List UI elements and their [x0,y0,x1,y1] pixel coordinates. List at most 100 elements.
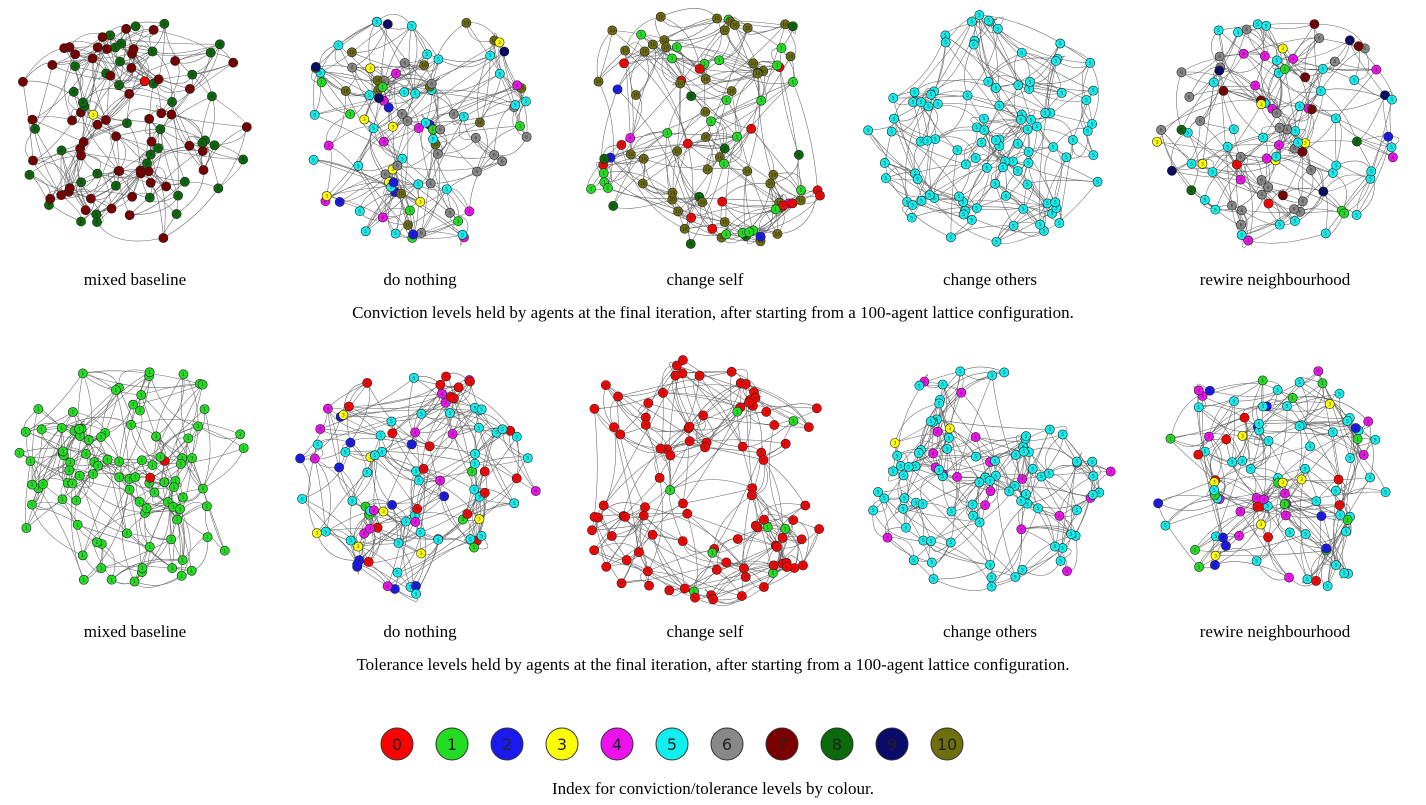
svg-text:1: 1 [748,230,751,236]
svg-text:6: 6 [401,111,404,117]
agent-node: 8 [608,201,619,211]
svg-text:5: 5 [1092,88,1095,94]
agent-node: 4 [1363,416,1374,427]
edge [682,487,753,504]
agent-node: 4 [1238,48,1249,59]
edge [22,81,35,161]
agent-node: 1 [177,555,188,566]
edge [1022,560,1061,576]
agent-node: 1 [1279,499,1290,510]
agent-node: 10 [461,17,472,28]
svg-text:5: 5 [1001,165,1004,171]
edge [719,156,789,204]
agent-node: 9 [1344,35,1355,46]
agent-node: 8 [92,217,102,227]
edge [171,114,247,128]
svg-text:5: 5 [1091,122,1094,128]
node-group: 8888887888778787787877887888888777778787… [18,18,252,243]
agent-node: 0 [362,378,373,388]
agent-node: 10 [748,58,759,69]
edge [148,118,186,182]
svg-text:5: 5 [1186,130,1189,136]
agent-node: 10 [719,217,730,227]
svg-text:0: 0 [686,141,689,147]
panel-mixed-baseline: 1111111111111110111111111111111111111111… [0,352,270,641]
edge [171,44,221,115]
edge [60,150,86,211]
agent-node: 1 [665,485,676,496]
edge [1047,43,1061,114]
agent-node: 5 [1087,456,1098,467]
svg-text:10: 10 [702,110,708,116]
svg-text:5: 5 [1086,129,1089,135]
agent-node: 8 [205,47,216,58]
edge [645,424,690,433]
agent-node: 1 [14,447,25,458]
agent-node: 3 [1277,477,1288,488]
agent-node: 8 [179,176,190,187]
svg-text:5: 5 [934,137,937,143]
agent-node: 5 [1071,505,1082,516]
edge [933,578,992,591]
edge [670,479,753,491]
agent-node: 6 [432,149,443,159]
edge [710,81,793,122]
agent-node: 5 [1055,556,1066,566]
agent-node: 0 [700,442,710,453]
agent-node: 5 [409,372,419,383]
agent-node: 0 [1334,500,1345,511]
agent-node: 8 [68,86,79,97]
edge [326,145,332,197]
edge [647,477,663,572]
svg-text:7: 7 [139,171,142,177]
svg-text:5: 5 [426,52,429,58]
agent-node: 8 [187,69,198,80]
svg-text:10: 10 [650,42,656,48]
agent-node: 4 [1016,524,1027,535]
svg-text:2: 2 [759,234,762,240]
svg-text:7: 7 [49,196,52,202]
agent-node: 7 [45,193,56,204]
agent-node: 0 [711,564,722,575]
svg-text:10: 10 [775,231,781,237]
agent-node: 0 [640,502,650,513]
agent-node: 5 [476,531,487,541]
agent-node: 0 [621,555,632,565]
agent-node: 5 [992,23,1003,34]
agent-node: 3 [890,438,900,448]
agent-node: 1 [83,435,94,445]
agent-node: 3 [1277,43,1288,54]
agent-node: 5 [1386,94,1397,105]
svg-text:10: 10 [744,169,750,175]
svg-text:7: 7 [79,146,82,152]
svg-text:7: 7 [79,110,82,116]
edge [603,440,690,506]
agent-node: 4 [512,80,523,91]
svg-text:10: 10 [375,78,381,84]
agent-node: 5 [979,113,989,124]
agent-node: 8 [114,80,124,91]
edge [314,114,403,159]
agent-node: 1 [25,456,36,466]
node-group: 0351443255255445355152235500535200045020… [295,371,541,599]
svg-text:5: 5 [410,24,413,30]
edge [159,129,179,196]
agent-node: 5 [340,447,351,457]
agent-node: 8 [207,91,217,102]
agent-node: 7 [124,210,135,221]
agent-node: 6 [402,116,413,126]
agent-node: 8 [1186,185,1197,196]
agent-node: 5 [406,21,417,31]
svg-text:5: 5 [1054,200,1057,206]
agent-node: 4 [323,140,334,151]
agent-node: 5 [420,117,431,128]
svg-text:10: 10 [405,223,411,229]
agent-node: 5 [1016,47,1027,58]
edge [660,8,718,19]
agent-node: 4 [1288,53,1298,64]
edge [596,30,613,82]
svg-text:5: 5 [1089,60,1092,66]
agent-node: 0 [344,401,354,412]
agent-node: 5 [1013,80,1024,91]
edge [897,475,904,509]
